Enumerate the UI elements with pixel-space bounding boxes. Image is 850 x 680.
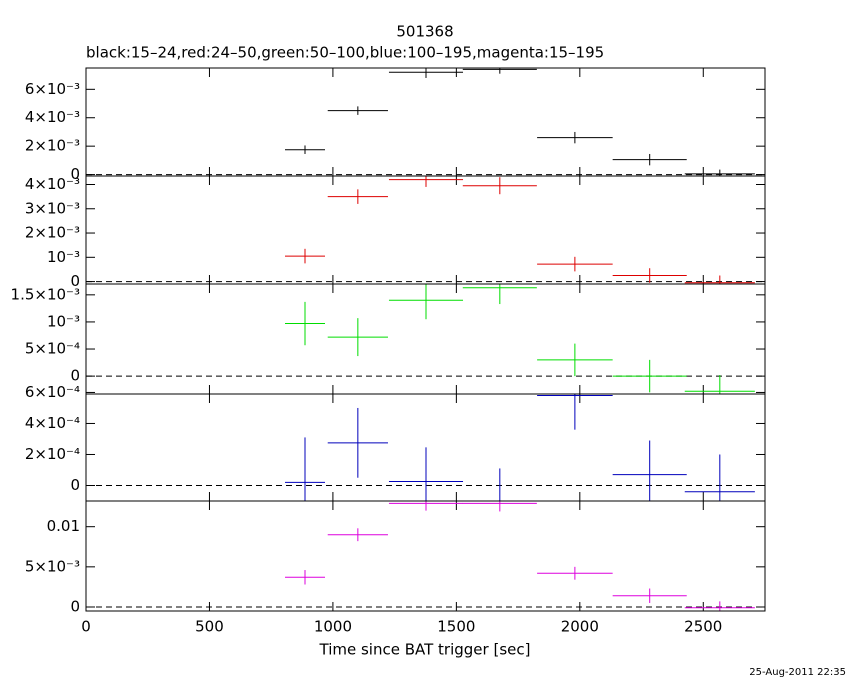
chart-subtitle: black:15–24,red:24–50,green:50–100,blue:…	[86, 44, 604, 62]
x-tick-label: 2000	[561, 618, 599, 636]
panel: 0 2×10⁻⁴ 4×10⁻⁴ 6×10⁻⁴	[25, 383, 766, 502]
y-tick-label: 1.5×10⁻³	[11, 285, 80, 303]
y-tick-label: 0	[70, 165, 80, 183]
timestamp: 25-Aug-2011 22:35	[749, 667, 846, 678]
series	[285, 176, 755, 284]
y-tick-label: 0	[70, 367, 80, 385]
y-tick-label: 0	[70, 597, 80, 615]
series	[285, 394, 755, 501]
y-tick-label: 3×10⁻³	[25, 199, 80, 217]
panel: 0 2×10⁻³ 4×10⁻³ 6×10⁻³	[25, 67, 766, 183]
y-tick-label: 2×10⁻⁴	[25, 445, 80, 463]
y-tick-label: 5×10⁻³	[25, 557, 80, 575]
y-tick-label: 10⁻³	[47, 248, 80, 266]
y-tick-label: 0	[70, 476, 80, 494]
panel-frame	[85, 175, 766, 285]
x-tick-label: 0	[81, 618, 91, 636]
x-tick-label: 1500	[437, 618, 475, 636]
x-tick-label: 2500	[684, 618, 722, 636]
x-axis-label: Time since BAT trigger [sec]	[319, 641, 531, 659]
y-tick-label: 0	[70, 272, 80, 290]
y-tick-label: 10⁻³	[47, 312, 80, 330]
x-tick-label: 1000	[314, 618, 352, 636]
y-tick-label: 6×10⁻⁴	[25, 383, 80, 401]
y-tick-label: 4×10⁻³	[25, 175, 80, 193]
panel: 0 10⁻³ 2×10⁻³ 3×10⁻³ 4×10⁻³	[25, 175, 766, 290]
panel-frame	[85, 500, 766, 612]
y-tick-label: 2×10⁻³	[25, 137, 80, 155]
panel: 0 5×10⁻⁴ 10⁻³ 1.5×10⁻³	[11, 283, 766, 395]
x-tick-label: 500	[195, 618, 224, 636]
series	[285, 68, 755, 176]
chart-title: 501368	[396, 23, 453, 41]
y-tick-label: 6×10⁻³	[25, 80, 80, 98]
y-tick-label: 0.01	[47, 517, 80, 535]
y-tick-label: 4×10⁻³	[25, 108, 80, 126]
y-tick-label: 2×10⁻³	[25, 224, 80, 242]
series	[285, 501, 755, 611]
y-tick-label: 5×10⁻⁴	[25, 340, 80, 358]
y-tick-label: 4×10⁻⁴	[25, 414, 80, 432]
series	[285, 284, 755, 394]
panel: 0 5×10⁻³ 0.01 0 500 1000 1500 2000 2500	[25, 500, 766, 636]
